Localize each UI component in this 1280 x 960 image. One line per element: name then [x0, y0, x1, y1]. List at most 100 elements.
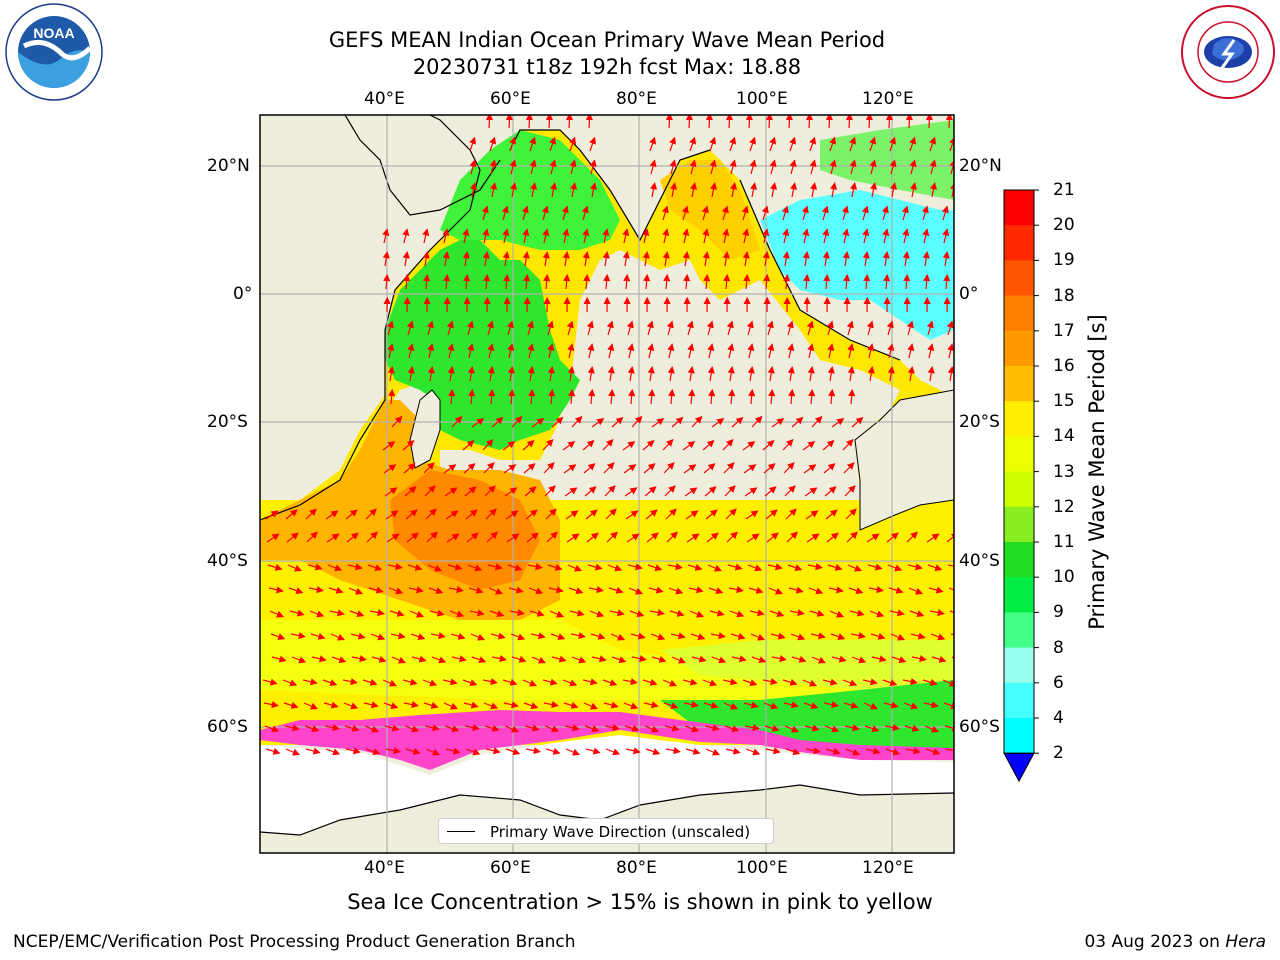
wave-direction-arrow	[882, 679, 898, 687]
wave-direction-arrow	[266, 533, 280, 543]
wave-direction-arrow	[491, 416, 504, 428]
wave-direction-arrow	[868, 586, 884, 594]
wave-direction-arrow	[529, 609, 545, 617]
wave-direction-arrow	[710, 182, 718, 198]
lat-label-left-20s: 20°S	[207, 412, 248, 432]
wave-direction-arrow	[602, 679, 618, 687]
wave-direction-arrow	[607, 366, 615, 382]
wave-direction-arrow	[689, 159, 697, 175]
wave-direction-arrow	[565, 748, 581, 756]
wave-direction-arrow	[502, 678, 518, 686]
wave-direction-arrow	[605, 748, 621, 756]
wave-direction-arrow	[325, 748, 341, 756]
colorbar-tick-label: 19	[1053, 250, 1075, 271]
wave-direction-arrow	[450, 632, 466, 640]
wave-direction-arrow	[771, 655, 787, 663]
wave-direction-arrow	[681, 205, 689, 221]
wave-direction-arrow	[405, 509, 418, 520]
wave-direction-arrow	[307, 563, 323, 571]
wave-direction-arrow	[688, 388, 696, 405]
wave-direction-arrow	[582, 228, 590, 244]
wave-direction-arrow	[901, 205, 909, 221]
wave-direction-arrow	[630, 632, 646, 640]
southern-lime-band	[660, 640, 954, 690]
wave-direction-arrow	[908, 587, 924, 595]
wave-direction-arrow	[370, 633, 386, 641]
colorbar-segment	[1004, 225, 1034, 261]
wave-direction-arrow	[907, 563, 923, 571]
wave-direction-arrow	[689, 136, 697, 152]
antarctica-coastline	[260, 784, 954, 836]
wave-direction-arrow	[626, 533, 640, 543]
swell-core-orange	[390, 470, 540, 590]
wave-direction-arrow	[425, 748, 441, 756]
wave-direction-arrow	[871, 655, 887, 663]
wave-direction-arrow	[703, 463, 716, 474]
wave-direction-arrow	[547, 343, 555, 359]
wave-direction-arrow	[570, 182, 578, 198]
wave-direction-arrow	[889, 136, 897, 152]
wave-direction-arrow	[562, 251, 570, 267]
wave-direction-arrow	[930, 182, 938, 198]
wave-direction-arrow	[807, 343, 815, 359]
wave-direction-arrow	[627, 563, 643, 571]
wave-direction-arrow	[909, 159, 917, 175]
wave-direction-arrow	[685, 747, 701, 755]
wave-direction-arrow	[767, 366, 775, 382]
wave-direction-arrow	[542, 251, 550, 267]
wave-direction-arrow	[483, 462, 495, 474]
wave-direction-arrow	[581, 205, 589, 221]
wave-direction-arrow	[588, 388, 596, 405]
wave-direction-arrow	[490, 182, 498, 198]
wave-direction-arrow	[571, 415, 583, 428]
wave-direction-arrow	[903, 702, 919, 710]
wave-direction-arrow	[782, 228, 790, 244]
lon-label-top-60e: 60°E	[490, 89, 531, 109]
wave-direction-arrow	[762, 440, 775, 451]
colorbar	[1003, 189, 1039, 783]
wave-direction-arrow	[509, 159, 517, 175]
wave-direction-arrow	[829, 136, 837, 152]
wave-direction-arrow	[567, 366, 575, 382]
wave-direction-arrow	[525, 115, 533, 129]
wave-direction-arrow	[583, 702, 599, 710]
wave-direction-arrow	[528, 388, 536, 405]
wave-direction-arrow	[542, 228, 550, 244]
wave-direction-arrow	[526, 532, 539, 543]
wave-direction-arrow	[722, 251, 730, 267]
wave-direction-arrow	[647, 366, 655, 382]
wave-direction-arrow	[402, 440, 415, 451]
wave-direction-arrow	[766, 320, 774, 336]
wave-direction-arrow	[608, 586, 624, 594]
wave-direction-arrow	[322, 679, 338, 687]
wave-direction-arrow	[882, 251, 890, 267]
wave-direction-arrow	[487, 563, 503, 571]
wave-direction-arrow	[422, 679, 438, 687]
wave-direction-arrow	[382, 441, 396, 451]
wave-direction-arrow	[451, 655, 467, 663]
wave-direction-arrow	[502, 228, 510, 244]
wave-direction-arrow	[391, 415, 403, 428]
wave-direction-arrow	[388, 388, 396, 405]
wave-direction-arrow	[928, 586, 944, 594]
wave-direction-arrow	[522, 440, 535, 451]
wave-direction-arrow	[451, 415, 463, 428]
wave-direction-arrow	[784, 725, 800, 733]
wave-direction-arrow	[602, 439, 614, 451]
wave-direction-arrow	[462, 228, 470, 244]
wave-direction-arrow	[348, 587, 364, 595]
wave-direction-arrow	[583, 273, 591, 290]
wave-direction-arrow	[524, 724, 540, 732]
wave-direction-arrow	[787, 343, 795, 359]
wave-direction-arrow	[830, 633, 846, 641]
lon-label-top-40e: 40°E	[364, 89, 405, 109]
wave-direction-arrow	[442, 228, 450, 244]
wave-direction-arrow	[566, 533, 580, 543]
wave-direction-arrow	[847, 564, 863, 572]
wave-direction-arrow	[741, 205, 749, 221]
colorbar-segment	[1004, 436, 1034, 473]
wave-direction-arrow	[789, 136, 797, 152]
wave-direction-arrow	[743, 464, 757, 474]
wave-direction-arrow	[763, 273, 771, 290]
